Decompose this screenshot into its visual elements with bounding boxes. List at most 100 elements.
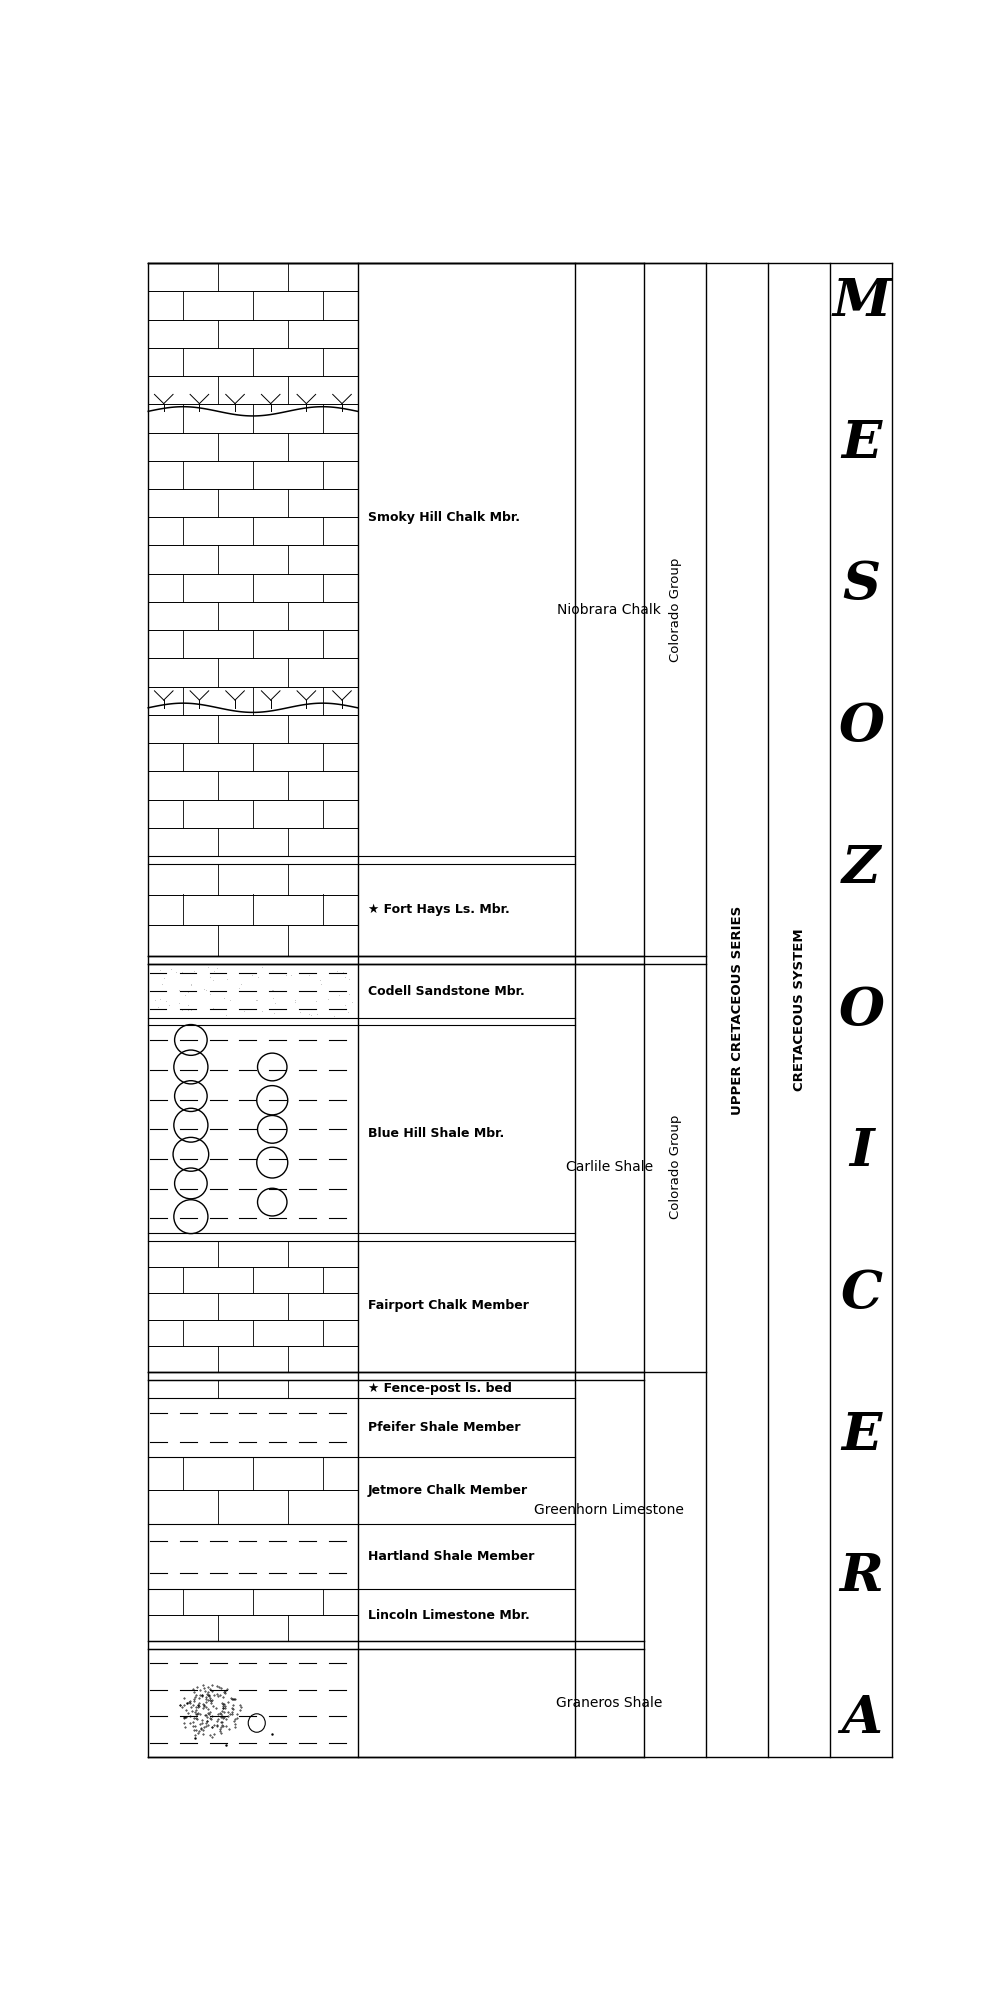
Point [308, 986, 324, 1018]
Point [283, 960, 299, 992]
Point [254, 994, 270, 1026]
Point [144, 974, 160, 1006]
Point [163, 952, 179, 984]
Point [152, 984, 168, 1016]
Text: Lincoln Limestone Mbr.: Lincoln Limestone Mbr. [368, 1608, 529, 1622]
Point [152, 954, 168, 986]
Point [216, 982, 232, 1014]
Text: UPPER CRETACEOUS SERIES: UPPER CRETACEOUS SERIES [731, 906, 744, 1114]
Point [183, 994, 199, 1026]
Point [222, 984, 238, 1016]
Point [202, 960, 218, 992]
Point [154, 968, 170, 1000]
Point [341, 964, 357, 996]
Text: ★ Fort Hays Ls. Mbr.: ★ Fort Hays Ls. Mbr. [368, 904, 509, 916]
Point [340, 996, 356, 1028]
Point [278, 960, 294, 992]
Point [335, 956, 351, 988]
Point [161, 988, 177, 1020]
Text: C: C [840, 1268, 882, 1318]
Point [180, 976, 196, 1008]
Point [265, 982, 281, 1014]
Text: ★ Fence-post ls. bed: ★ Fence-post ls. bed [368, 1382, 511, 1396]
Text: Codell Sandstone Mbr.: Codell Sandstone Mbr. [368, 986, 524, 998]
Point [292, 996, 308, 1028]
Text: E: E [841, 1410, 881, 1460]
Point [209, 952, 225, 984]
Point [196, 972, 212, 1004]
Text: O: O [838, 984, 884, 1036]
Point [231, 972, 247, 1004]
Point [205, 992, 221, 1024]
Point [150, 990, 166, 1022]
Point [233, 968, 249, 1000]
Point [218, 998, 234, 1030]
Text: CRETACEOUS SYSTEM: CRETACEOUS SYSTEM [793, 928, 806, 1092]
Point [174, 994, 190, 1026]
Point [156, 962, 172, 994]
Text: I: I [849, 1126, 874, 1178]
Point [331, 978, 347, 1010]
Point [301, 998, 317, 1030]
Point [174, 956, 190, 988]
Point [180, 988, 196, 1020]
Point [307, 974, 323, 1006]
Point [313, 968, 329, 1000]
Point [250, 962, 266, 994]
Text: Greenhorn Limestone: Greenhorn Limestone [534, 1504, 684, 1518]
Point [326, 1000, 342, 1032]
Text: O: O [838, 702, 884, 752]
Point [320, 984, 336, 1016]
Text: Niobrara Chalk: Niobrara Chalk [557, 602, 661, 616]
Point [248, 984, 264, 1016]
Text: A: A [841, 1692, 882, 1744]
Point [206, 954, 222, 986]
Point [341, 978, 357, 1010]
Text: Z: Z [842, 842, 881, 894]
Text: E: E [841, 418, 881, 468]
Point [249, 984, 265, 1016]
Point [337, 960, 353, 992]
Text: Colorado Group: Colorado Group [669, 1114, 682, 1220]
Text: S: S [842, 560, 880, 610]
Point [264, 974, 280, 1006]
Text: Pfeifer Shale Member: Pfeifer Shale Member [368, 1420, 520, 1434]
Point [312, 964, 328, 996]
Point [147, 984, 163, 1016]
Text: Graneros Shale: Graneros Shale [556, 1696, 663, 1710]
Point [236, 994, 252, 1026]
Point [267, 988, 283, 1020]
Point [287, 986, 303, 1018]
Point [254, 952, 270, 984]
Point [171, 974, 187, 1006]
Point [329, 954, 345, 986]
Point [186, 956, 202, 988]
Point [202, 978, 218, 1010]
Point [309, 998, 325, 1030]
Point [198, 974, 214, 1006]
Text: Colorado Group: Colorado Group [669, 558, 682, 662]
Text: Fairport Chalk Member: Fairport Chalk Member [368, 1300, 528, 1312]
Point [168, 956, 184, 988]
Text: M: M [832, 276, 890, 328]
Point [180, 994, 196, 1026]
Point [337, 988, 353, 1020]
Point [183, 968, 199, 1000]
Point [171, 988, 187, 1020]
Point [265, 974, 281, 1006]
Point [303, 998, 319, 1030]
Point [200, 950, 216, 982]
Text: Jetmore Chalk Member: Jetmore Chalk Member [368, 1484, 528, 1496]
Point [158, 984, 174, 1016]
Point [266, 996, 282, 1028]
Text: Blue Hill Shale Mbr.: Blue Hill Shale Mbr. [368, 1126, 504, 1140]
Point [177, 980, 193, 1012]
Text: Smoky Hill Chalk Mbr.: Smoky Hill Chalk Mbr. [368, 510, 520, 524]
Point [219, 964, 235, 996]
Point [205, 964, 221, 996]
Point [183, 970, 199, 1002]
Point [344, 986, 360, 1018]
Point [287, 984, 303, 1016]
Text: Carlile Shale: Carlile Shale [566, 1160, 653, 1174]
Point [244, 960, 260, 992]
